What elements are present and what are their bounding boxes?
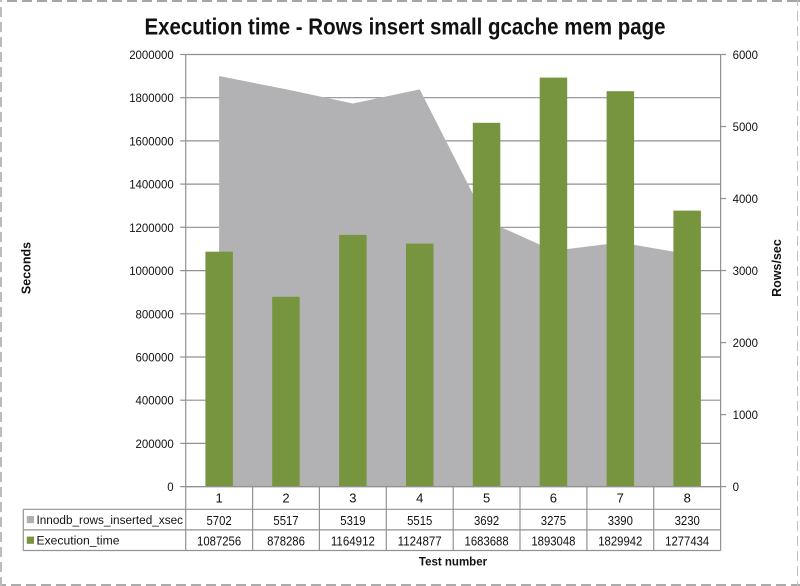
svg-text:Seconds: Seconds xyxy=(20,242,34,294)
svg-text:6: 6 xyxy=(550,491,557,506)
svg-text:Rows/sec: Rows/sec xyxy=(770,239,784,297)
svg-text:5: 5 xyxy=(483,491,490,506)
svg-text:5319: 5319 xyxy=(340,513,365,528)
svg-text:1893048: 1893048 xyxy=(531,534,575,549)
svg-text:8: 8 xyxy=(684,491,691,506)
svg-text:0: 0 xyxy=(167,482,173,494)
svg-text:1800000: 1800000 xyxy=(129,93,174,105)
svg-text:1124877: 1124877 xyxy=(398,534,442,549)
svg-text:3: 3 xyxy=(349,491,356,506)
svg-text:1164912: 1164912 xyxy=(331,534,375,549)
svg-text:1277434: 1277434 xyxy=(665,534,709,549)
svg-text:Execution time - Rows insert s: Execution time - Rows insert small gcach… xyxy=(145,14,666,40)
svg-text:1000000: 1000000 xyxy=(129,266,174,278)
svg-text:4: 4 xyxy=(416,491,423,506)
svg-text:1829942: 1829942 xyxy=(598,534,642,549)
svg-text:Innodb_rows_inserted_xsec: Innodb_rows_inserted_xsec xyxy=(37,513,184,527)
svg-text:2000000: 2000000 xyxy=(129,50,174,62)
svg-text:1400000: 1400000 xyxy=(129,180,174,192)
svg-text:3390: 3390 xyxy=(608,513,633,528)
svg-text:200000: 200000 xyxy=(136,439,174,451)
svg-text:2: 2 xyxy=(282,491,289,506)
svg-text:600000: 600000 xyxy=(136,353,174,365)
svg-text:5702: 5702 xyxy=(207,513,232,528)
svg-text:7: 7 xyxy=(617,491,624,506)
svg-text:4000: 4000 xyxy=(733,194,758,206)
svg-text:5000: 5000 xyxy=(733,122,758,134)
svg-text:3230: 3230 xyxy=(675,513,700,528)
svg-text:400000: 400000 xyxy=(136,396,174,408)
svg-text:878286: 878286 xyxy=(267,534,305,549)
svg-text:1600000: 1600000 xyxy=(129,136,174,148)
svg-text:Test number: Test number xyxy=(419,557,488,569)
svg-text:3000: 3000 xyxy=(733,266,758,278)
svg-text:6000: 6000 xyxy=(733,50,758,62)
svg-text:1087256: 1087256 xyxy=(197,534,241,549)
svg-text:3275: 3275 xyxy=(541,513,566,528)
svg-text:1: 1 xyxy=(215,491,222,506)
svg-text:5515: 5515 xyxy=(407,513,432,528)
svg-text:1683688: 1683688 xyxy=(465,534,509,549)
svg-text:2000: 2000 xyxy=(733,338,758,350)
svg-text:0: 0 xyxy=(733,482,739,494)
svg-text:3692: 3692 xyxy=(474,513,499,528)
svg-text:Execution_time: Execution_time xyxy=(37,534,120,548)
svg-text:1200000: 1200000 xyxy=(129,223,174,235)
svg-text:5517: 5517 xyxy=(273,513,298,528)
svg-text:800000: 800000 xyxy=(136,309,174,321)
svg-text:1000: 1000 xyxy=(733,410,758,422)
